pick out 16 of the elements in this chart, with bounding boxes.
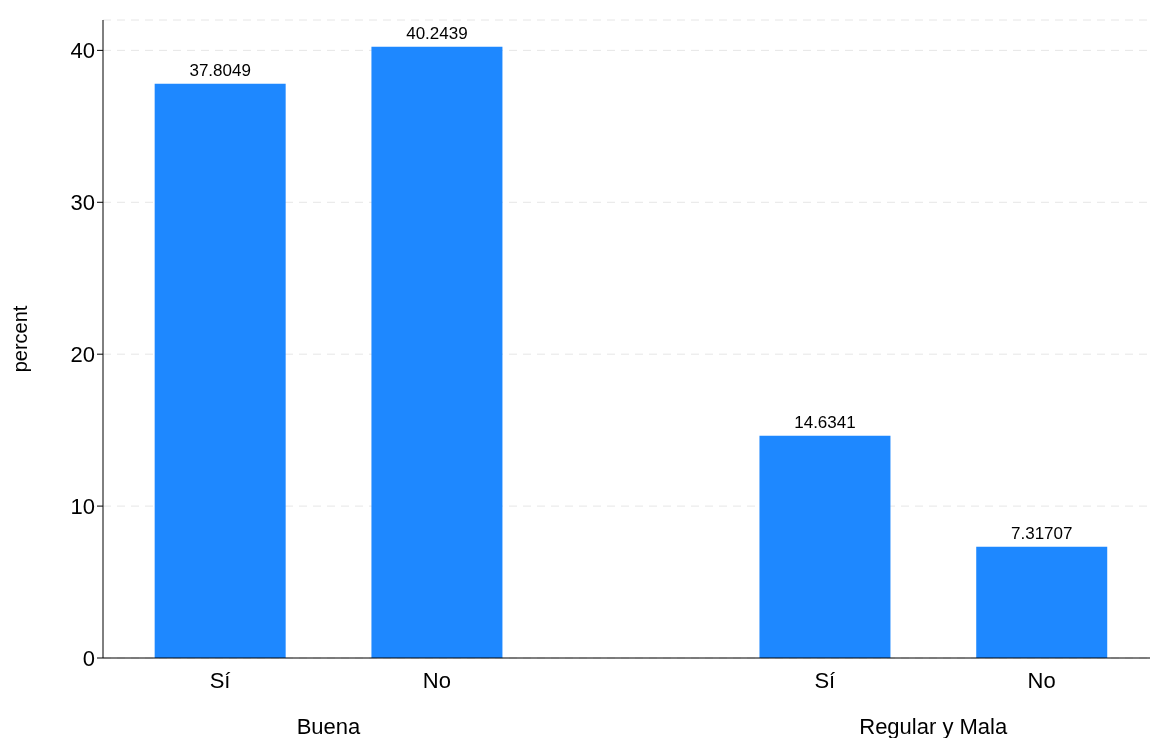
x-tick-label: No [422, 668, 451, 693]
y-axis-title: percent [9, 305, 32, 373]
x-tick-label: Sí [814, 668, 836, 693]
data-label: 37.8049 [189, 60, 251, 80]
data-label: 14.6341 [794, 412, 856, 432]
text: Regular y Mala [859, 714, 1008, 738]
data-label: 40.2439 [406, 23, 468, 43]
y-tick-label: 20 [70, 342, 95, 367]
y-tick-label: 0 [82, 645, 95, 671]
y-tick-label: 40 [70, 38, 95, 64]
y-tick-label: 30 [70, 190, 95, 216]
text: Buena [296, 714, 362, 738]
x-tick-label: Sí [209, 668, 231, 693]
y-tick-label: 10 [70, 493, 95, 519]
x-tick-label: No [1027, 668, 1056, 693]
data-label: 7.31707 [1011, 523, 1073, 543]
